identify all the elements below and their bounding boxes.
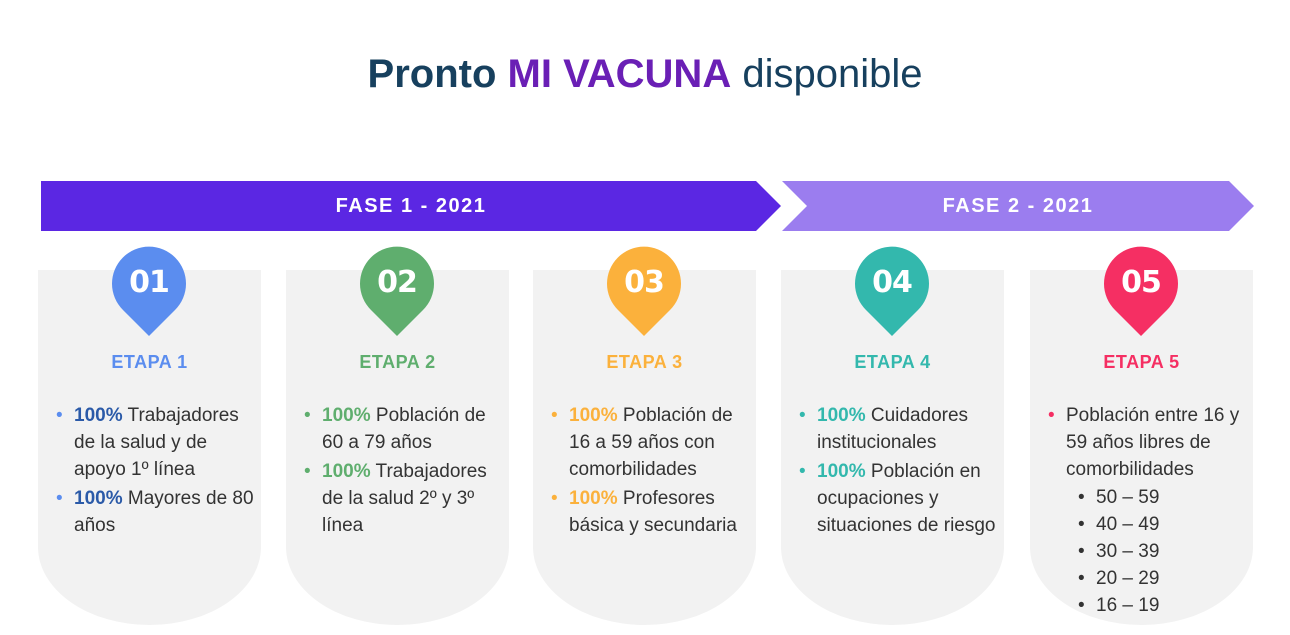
stage-number: 04 bbox=[872, 265, 913, 300]
age-range-item: 30 – 39 bbox=[1078, 539, 1253, 564]
map-pin-icon: 05 bbox=[1103, 245, 1179, 337]
stage-label: ETAPA 1 bbox=[111, 352, 188, 372]
list-item: 100% Población de 60 a 79 años bbox=[304, 402, 504, 456]
age-range-list: 50 – 5940 – 4930 – 3920 – 2916 – 19 bbox=[1078, 485, 1253, 618]
stage-number: 05 bbox=[1121, 265, 1162, 300]
stage-label: ETAPA 3 bbox=[606, 352, 683, 372]
map-pin-icon: 02 bbox=[359, 245, 435, 337]
stage-items: 100% Población de 60 a 79 años100% Traba… bbox=[304, 402, 504, 541]
page-title: Pronto MI VACUNA disponible bbox=[367, 52, 923, 96]
stage-items: Población entre 16 y 59 años libres de c… bbox=[1048, 402, 1253, 620]
phase-2-banner: FASE 2 - 2021 bbox=[782, 181, 1254, 231]
map-pin-icon: 04 bbox=[854, 245, 930, 337]
list-item: Población entre 16 y 59 años libres de c… bbox=[1048, 402, 1253, 483]
phase-1-banner: FASE 1 - 2021 bbox=[41, 181, 781, 231]
stage-number: 03 bbox=[624, 265, 665, 300]
stage-items: 100% Trabajadores de la salud y de apoyo… bbox=[56, 402, 256, 541]
list-item: 100% Profesores básica y secundaria bbox=[551, 485, 751, 539]
age-range-item: 50 – 59 bbox=[1078, 485, 1253, 510]
list-item: 100% Mayores de 80 años bbox=[56, 485, 256, 539]
age-range-item: 20 – 29 bbox=[1078, 566, 1253, 591]
stage-items: 100% Población de 16 a 59 años con comor… bbox=[551, 402, 751, 541]
map-pin-icon: 01 bbox=[111, 245, 187, 337]
stage-label: ETAPA 2 bbox=[359, 352, 436, 372]
stage-number: 01 bbox=[129, 265, 170, 300]
list-item: 100% Población en ocupaciones y situacio… bbox=[799, 458, 999, 539]
list-item: 100% Población de 16 a 59 años con comor… bbox=[551, 402, 751, 483]
map-pin-icon: 03 bbox=[606, 245, 682, 337]
stage-label: ETAPA 4 bbox=[854, 352, 931, 372]
age-range-item: 40 – 49 bbox=[1078, 512, 1253, 537]
stage-label: ETAPA 5 bbox=[1103, 352, 1180, 372]
stage-number: 02 bbox=[377, 265, 418, 300]
list-item: 100% Cuidadores institucionales bbox=[799, 402, 999, 456]
list-item: 100% Trabajadores de la salud 2º y 3º lí… bbox=[304, 458, 504, 539]
stage-items: 100% Cuidadores institucionales100% Pobl… bbox=[799, 402, 999, 541]
age-range-item: 16 – 19 bbox=[1078, 593, 1253, 618]
list-item: 100% Trabajadores de la salud y de apoyo… bbox=[56, 402, 256, 483]
